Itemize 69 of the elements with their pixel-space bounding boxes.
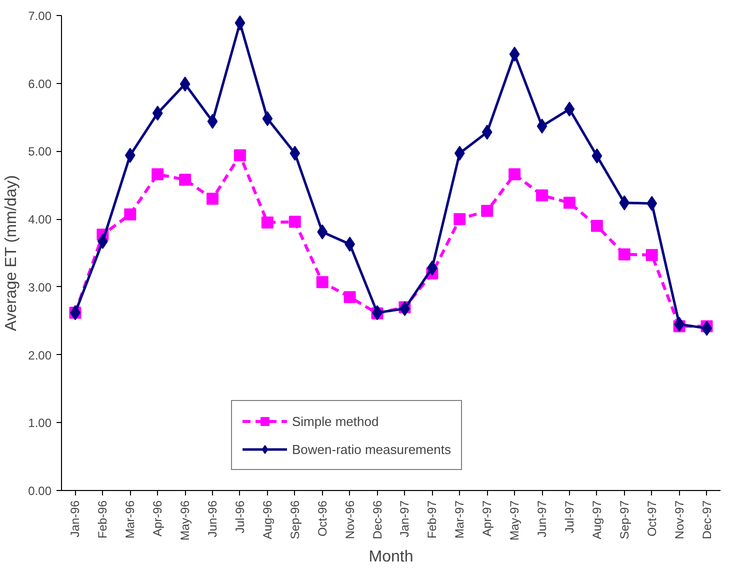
x-tick-label: Jan-96 [68,500,82,538]
x-tick-label: May-97 [508,500,522,541]
point [646,196,658,211]
point [618,248,630,260]
point [344,291,356,304]
legend-label: Bowen-ratio measurements [292,442,451,456]
x-tick-label: Aug-97 [590,500,604,540]
point [124,208,136,220]
x-tick-label: Jul-97 [562,500,576,534]
x-tick-label: Apr-96 [150,500,165,537]
x-tick-label: Dec-96 [370,500,384,540]
y-tick-label: 2.00 [28,348,52,362]
x-tick-label: Feb-96 [96,500,110,539]
point [590,220,603,232]
y-tick-label: 3.00 [28,280,52,294]
legend-label: Simple method [292,414,379,428]
point [207,114,218,129]
point [646,249,658,262]
point [261,216,274,228]
x-tick-label: Sep-97 [617,500,632,540]
x-tick-label: Sep-96 [288,500,302,540]
x-tick-label: Nov-96 [342,500,357,540]
point [564,102,575,117]
x-tick-label: Apr-97 [480,500,494,537]
y-tick-label: 0.00 [28,484,52,498]
point [152,106,163,121]
x-tick-label: Mar-97 [452,500,467,539]
point [234,16,246,30]
point [179,174,192,186]
point [206,192,219,205]
x-tick-label: Mar-96 [123,500,138,539]
point [454,146,465,161]
y-tick-label: 1.00 [28,416,52,430]
point [234,149,246,162]
y-tick-label: 4.00 [28,212,52,227]
point [536,118,548,134]
point [454,213,466,226]
x-tick-label: Oct-97 [644,500,659,537]
point [536,189,548,202]
y-tick-label: 5.00 [28,144,52,159]
x-tick-label: Jan-97 [398,500,412,538]
point [509,46,520,62]
point [316,276,328,288]
point [152,168,164,180]
x-tick-label: Aug-96 [260,500,274,540]
y-tick-label: 7.00 [28,9,52,23]
x-tick-label: Feb-97 [425,500,440,539]
point [317,224,328,240]
point [288,216,301,228]
x-tick-label: Jun-97 [535,500,550,538]
point [508,168,521,180]
point [619,195,630,210]
point [124,148,136,163]
point [481,204,494,217]
point [482,124,492,140]
x-axis-title: Month [368,548,414,566]
point [180,76,190,92]
y-axis-title: Average ET (mm/day) [3,175,20,332]
x-tick-label: May-96 [178,500,192,541]
x-tick-label: Jun-96 [206,500,220,538]
x-tick-label: Nov-97 [672,500,686,540]
x-tick-label: Oct-96 [315,500,330,537]
point [592,148,602,164]
x-tick-label: Jul-96 [232,500,247,534]
y-tick-label: 6.00 [28,76,52,91]
point [290,146,300,161]
point [563,196,576,209]
x-tick-label: Dec-97 [700,500,714,540]
point [262,111,273,126]
